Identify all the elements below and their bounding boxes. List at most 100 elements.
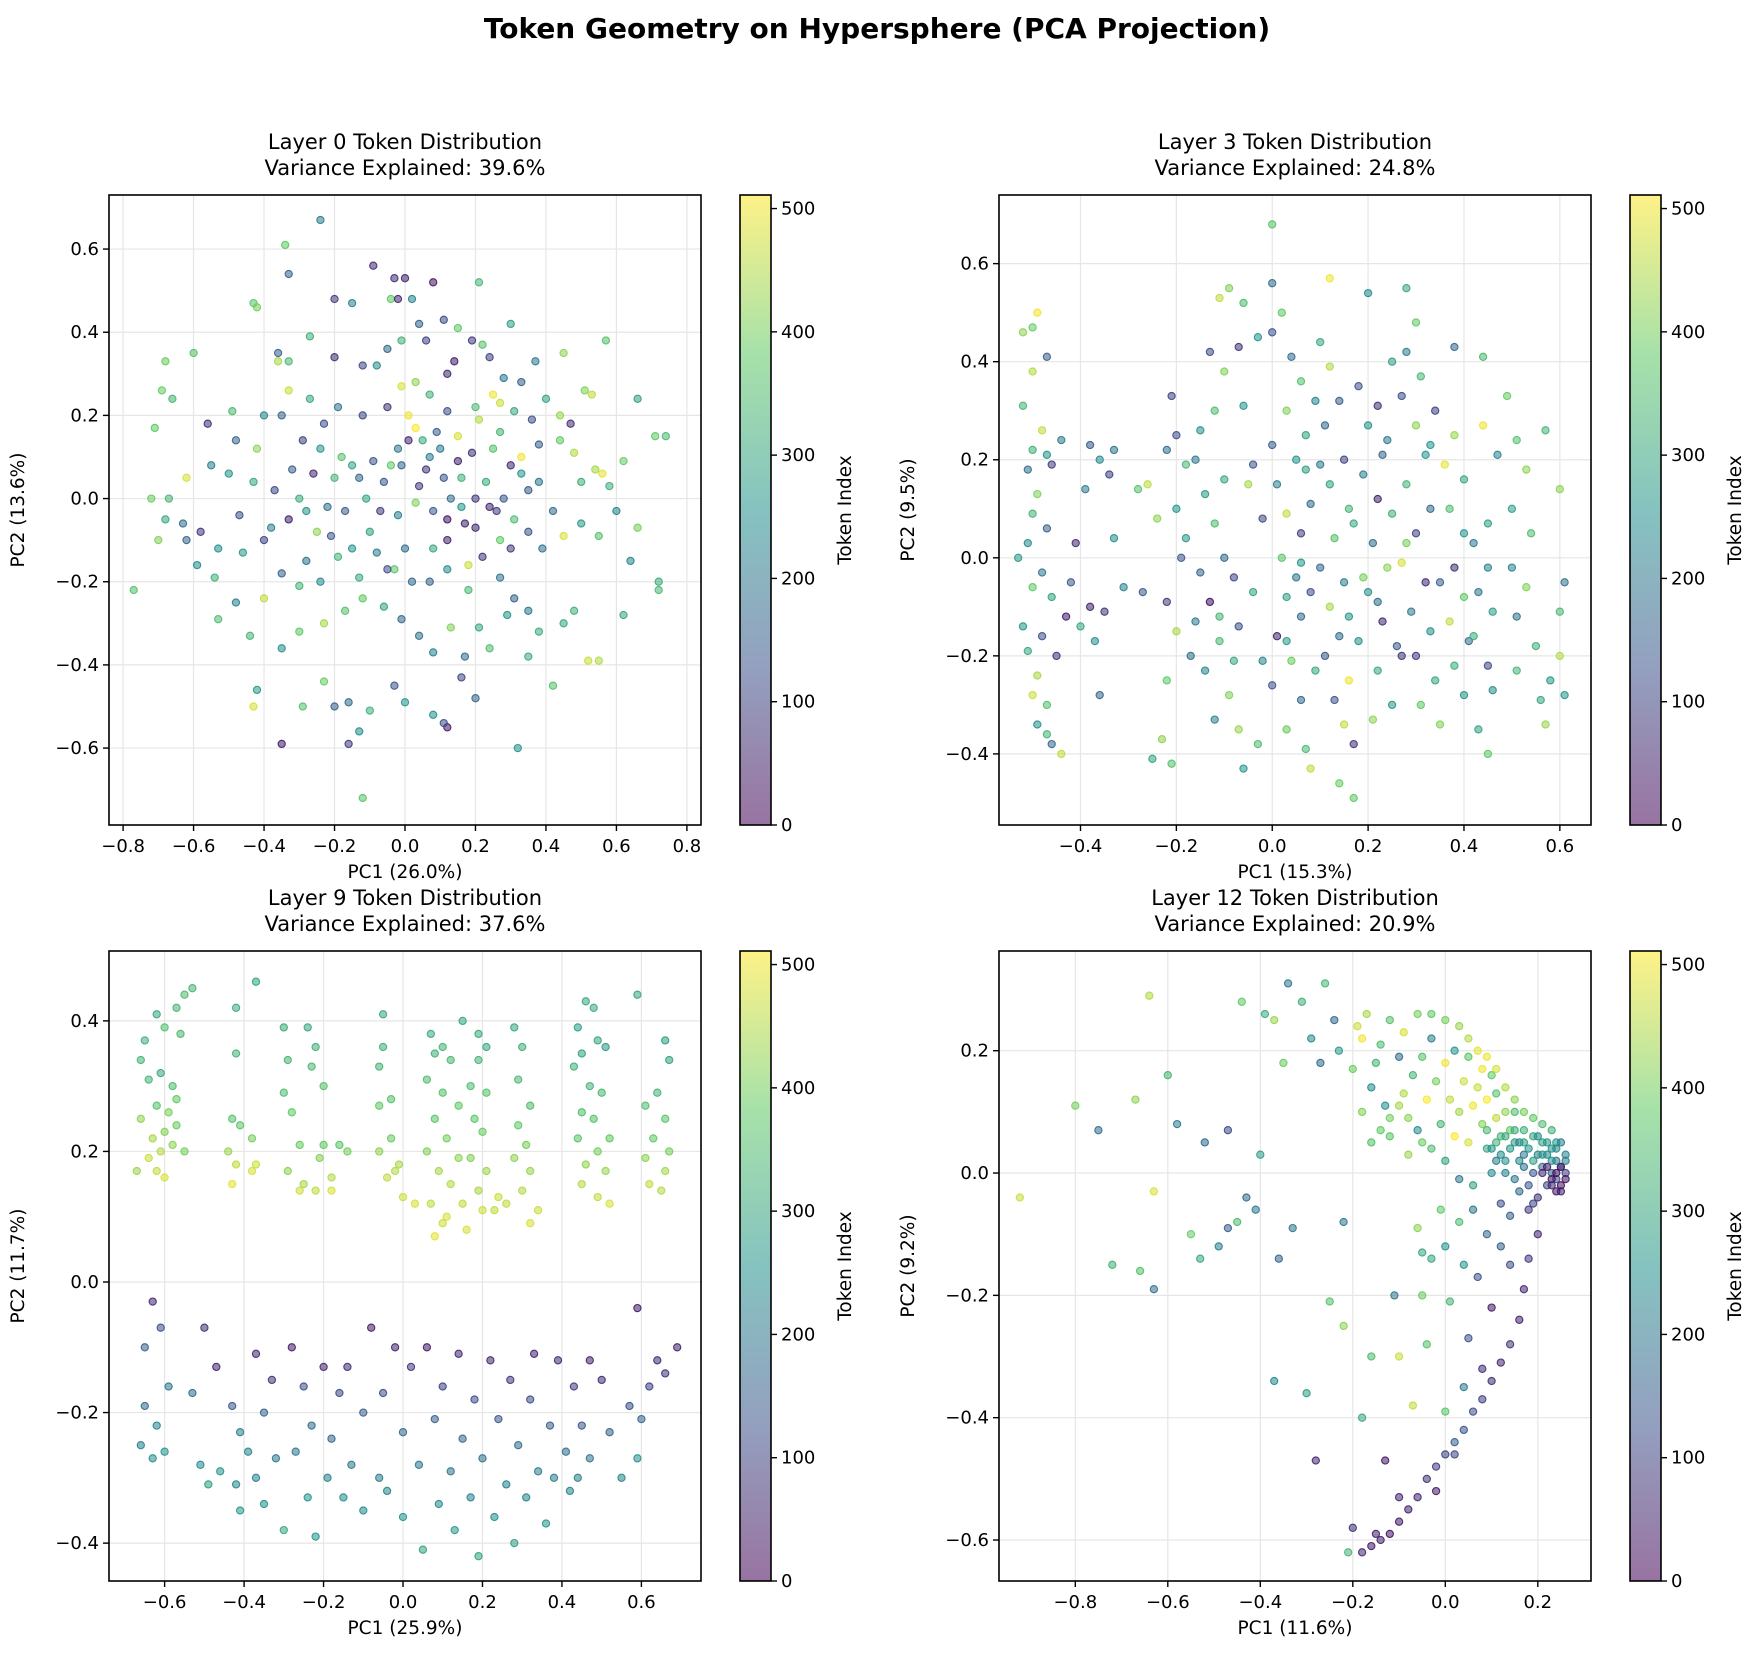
data-point — [1181, 460, 1191, 469]
data-point — [1311, 666, 1320, 675]
data-point — [1349, 519, 1358, 528]
data-point — [411, 377, 420, 387]
data-point — [499, 373, 508, 383]
data-point — [1450, 661, 1459, 670]
colorbar-tick-label: 300 — [781, 1201, 815, 1222]
data-point — [514, 1075, 523, 1084]
data-point — [1541, 426, 1550, 435]
x-tick-label: −0.6 — [143, 1592, 187, 1613]
data-point — [1385, 1132, 1394, 1141]
data-point — [1033, 720, 1042, 729]
data-point — [1459, 690, 1469, 700]
data-point — [1229, 573, 1239, 582]
data-point — [1538, 1168, 1547, 1178]
data-point — [1172, 504, 1181, 513]
data-point — [510, 1153, 519, 1163]
colorbar-tick-label: 0 — [781, 815, 792, 836]
data-point — [1519, 1285, 1529, 1294]
data-point — [458, 1434, 467, 1443]
data-point — [1487, 1303, 1496, 1312]
data-point — [657, 1186, 666, 1195]
data-point — [1223, 1223, 1233, 1233]
data-point — [1436, 1119, 1445, 1129]
data-point — [443, 515, 452, 524]
data-point — [446, 1055, 455, 1065]
x-tick-label: −0.4 — [242, 836, 286, 857]
data-point — [1501, 1156, 1510, 1165]
data-point — [1441, 1156, 1450, 1165]
data-point — [494, 1414, 503, 1424]
data-point — [1306, 587, 1315, 597]
y-tick-label: 0.4 — [70, 322, 99, 343]
data-point — [1237, 997, 1246, 1006]
data-point — [1468, 1205, 1478, 1214]
data-point — [673, 1343, 682, 1352]
data-point — [466, 1081, 475, 1091]
data-point — [1512, 612, 1521, 621]
data-point — [1071, 1101, 1080, 1110]
data-point — [1515, 1315, 1524, 1324]
data-point — [471, 402, 480, 412]
data-point — [619, 610, 628, 620]
data-point — [485, 644, 494, 653]
data-point — [259, 1408, 269, 1417]
data-point — [488, 444, 498, 453]
x-axis-label: PC1 (15.3%) — [1238, 862, 1353, 883]
data-point — [1167, 391, 1176, 401]
data-point — [429, 648, 438, 657]
colorbar-tick-label: 400 — [781, 1078, 815, 1099]
data-point — [394, 1160, 404, 1169]
data-point — [1529, 1156, 1538, 1165]
data-point — [490, 1206, 499, 1215]
data-point — [393, 511, 403, 520]
figure-title: Token Geometry on Hypersphere (PCA Proje… — [484, 12, 1270, 45]
data-point — [541, 1519, 551, 1528]
data-point — [1268, 279, 1277, 288]
data-point — [1482, 1052, 1492, 1061]
data-point — [259, 535, 269, 545]
data-point — [400, 544, 410, 553]
data-point — [182, 535, 191, 545]
data-point — [335, 1140, 344, 1150]
data-point — [553, 1356, 563, 1365]
data-point — [1385, 1015, 1394, 1025]
data-point — [426, 1199, 435, 1208]
data-point — [1418, 1138, 1427, 1147]
data-point — [482, 1088, 491, 1097]
data-point — [593, 1147, 602, 1156]
data-point — [164, 494, 174, 503]
y-tick-label: −0.6 — [55, 738, 99, 759]
data-point — [247, 1166, 257, 1176]
data-point — [1042, 730, 1052, 739]
data-point — [443, 407, 452, 416]
data-point — [1560, 690, 1569, 700]
data-point — [156, 1068, 165, 1078]
data-point — [502, 1199, 511, 1208]
data-point — [1100, 607, 1109, 616]
data-point — [148, 1454, 157, 1463]
data-point — [382, 1486, 392, 1496]
data-point — [1268, 328, 1277, 337]
data-point — [1483, 749, 1493, 759]
data-point — [1418, 1248, 1427, 1257]
data-point — [470, 1114, 479, 1123]
data-point — [212, 1362, 221, 1372]
data-point — [168, 394, 177, 403]
data-point — [1320, 979, 1330, 988]
data-point — [1408, 1071, 1418, 1080]
data-point — [1510, 1126, 1519, 1135]
data-point — [1436, 1205, 1445, 1214]
data-point — [422, 1075, 432, 1084]
data-point — [471, 694, 480, 703]
scatter-points — [129, 215, 670, 803]
data-point — [458, 1199, 467, 1208]
data-point — [404, 411, 413, 420]
data-point — [1258, 514, 1267, 523]
data-point — [1296, 558, 1306, 567]
data-point — [355, 573, 364, 582]
data-point — [327, 1173, 336, 1182]
data-point — [319, 1362, 328, 1372]
data-point — [645, 1179, 654, 1189]
colorbar-tick-label: 500 — [781, 199, 815, 220]
data-point — [224, 469, 233, 478]
